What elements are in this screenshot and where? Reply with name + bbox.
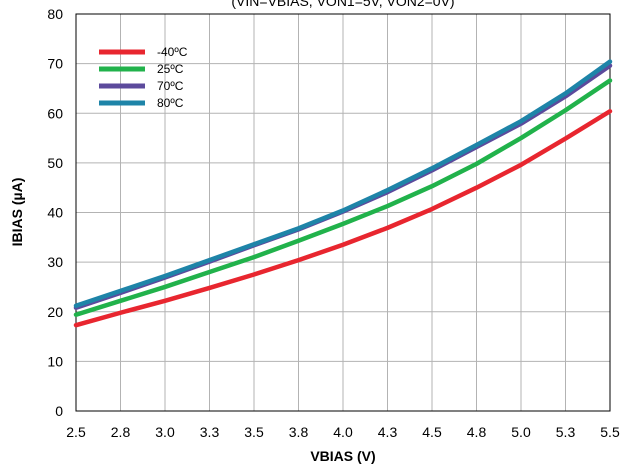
y-tick-label: 30 (47, 254, 63, 270)
x-tick-label: 4.3 (378, 424, 398, 440)
y-tick-label: 80 (47, 6, 63, 22)
series-line-3 (73, 59, 613, 309)
y-axis-label: IBIAS (µA) (9, 178, 25, 247)
x-tick-label: 4.5 (422, 424, 442, 440)
x-tick-label: 4.8 (467, 424, 487, 440)
y-tick-label: 70 (47, 56, 63, 72)
legend-label-3: 80ºC (157, 96, 184, 110)
legend-label-1: 25ºC (157, 62, 184, 76)
x-tick-label: 5.0 (511, 424, 531, 440)
x-tick-label: 2.5 (66, 424, 86, 440)
x-tick-label: 2.8 (111, 424, 131, 440)
y-tick-label: 40 (47, 205, 63, 221)
y-tick-label: 60 (47, 105, 63, 121)
legend-label-0: -40ºC (157, 45, 188, 59)
y-tick-label: 20 (47, 304, 63, 320)
y-axis-ticks: 0 10 20 30 40 50 60 70 80 (47, 6, 63, 419)
x-tick-label: 5.3 (556, 424, 576, 440)
legend: -40ºC 25ºC 70ºC 80ºC (99, 45, 188, 110)
x-tick-label: 3.5 (244, 424, 264, 440)
y-tick-label: 50 (47, 155, 63, 171)
series-lines (73, 59, 613, 328)
x-tick-label: 3.0 (155, 424, 175, 440)
chart-title: (VIN=VBIAS, VON1=5V, VON2=0V) (231, 0, 454, 9)
x-tick-label: 3.3 (200, 424, 220, 440)
legend-label-2: 70ºC (157, 79, 184, 93)
plot-area-frame (75, 13, 611, 412)
y-tick-label: 0 (55, 403, 63, 419)
x-axis-label: VBIAS (V) (310, 448, 375, 464)
x-tick-label: 5.5 (600, 424, 620, 440)
x-tick-label: 4.0 (333, 424, 353, 440)
series-line-0 (73, 109, 613, 328)
x-axis-ticks: 2.5 2.8 3.0 3.3 3.5 3.8 4.0 4.3 4.5 4.8 5.0 5.3 5.5 (66, 424, 620, 440)
x-tick-label: 3.8 (289, 424, 309, 440)
y-tick-label: 10 (47, 353, 63, 369)
series-line-1 (73, 78, 613, 317)
